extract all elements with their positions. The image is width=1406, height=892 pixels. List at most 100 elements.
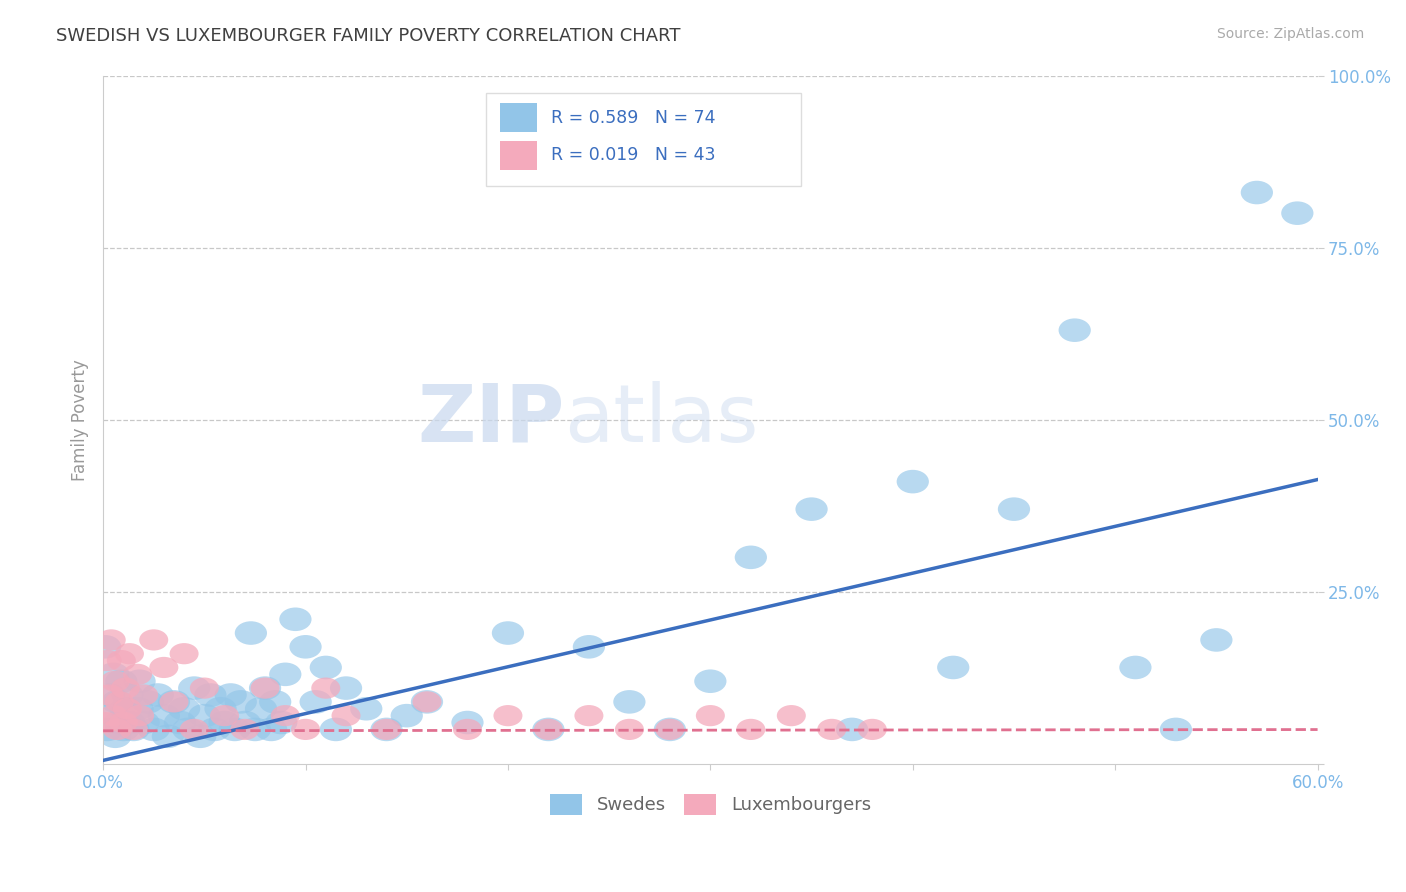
Ellipse shape [492, 621, 524, 645]
Ellipse shape [858, 719, 887, 740]
Ellipse shape [737, 719, 765, 740]
Ellipse shape [198, 718, 231, 741]
Ellipse shape [152, 724, 184, 748]
Ellipse shape [107, 718, 139, 741]
Ellipse shape [330, 676, 363, 700]
Ellipse shape [94, 684, 124, 706]
Ellipse shape [120, 719, 148, 740]
Ellipse shape [107, 650, 136, 671]
Ellipse shape [254, 718, 287, 741]
Ellipse shape [138, 718, 170, 741]
Ellipse shape [614, 719, 644, 740]
Ellipse shape [157, 690, 190, 714]
Ellipse shape [93, 650, 122, 671]
Ellipse shape [121, 697, 153, 721]
Ellipse shape [332, 705, 360, 726]
Ellipse shape [235, 621, 267, 645]
Ellipse shape [180, 719, 208, 740]
Ellipse shape [124, 669, 156, 693]
Ellipse shape [194, 683, 226, 706]
Ellipse shape [231, 719, 259, 740]
Ellipse shape [259, 690, 291, 714]
Ellipse shape [373, 719, 401, 740]
Ellipse shape [179, 676, 211, 700]
Ellipse shape [1240, 181, 1272, 204]
Ellipse shape [132, 690, 163, 714]
Ellipse shape [208, 711, 240, 734]
FancyBboxPatch shape [485, 93, 801, 186]
Ellipse shape [142, 683, 174, 706]
Ellipse shape [90, 712, 120, 733]
Ellipse shape [837, 718, 868, 741]
Text: ZIP: ZIP [418, 381, 565, 458]
Ellipse shape [111, 678, 141, 698]
FancyBboxPatch shape [501, 141, 537, 169]
Ellipse shape [100, 724, 131, 748]
Ellipse shape [117, 718, 149, 741]
Ellipse shape [225, 690, 257, 714]
Ellipse shape [125, 705, 155, 726]
Ellipse shape [149, 657, 179, 678]
Ellipse shape [453, 719, 482, 740]
Ellipse shape [1119, 656, 1152, 679]
Ellipse shape [93, 683, 125, 706]
Ellipse shape [110, 697, 142, 721]
Ellipse shape [696, 705, 725, 726]
Ellipse shape [817, 719, 846, 740]
Ellipse shape [188, 704, 221, 728]
Ellipse shape [250, 678, 280, 698]
Ellipse shape [1160, 718, 1192, 741]
Ellipse shape [290, 635, 322, 658]
Ellipse shape [695, 669, 727, 693]
Ellipse shape [97, 663, 129, 686]
Ellipse shape [124, 664, 152, 685]
Ellipse shape [796, 498, 828, 521]
Ellipse shape [391, 704, 423, 728]
Ellipse shape [654, 718, 686, 741]
Ellipse shape [159, 691, 188, 713]
Ellipse shape [105, 669, 138, 693]
Ellipse shape [319, 718, 352, 741]
Ellipse shape [1281, 202, 1313, 225]
Ellipse shape [229, 711, 262, 734]
Ellipse shape [280, 607, 312, 631]
Ellipse shape [938, 656, 969, 679]
Y-axis label: Family Poverty: Family Poverty [72, 359, 89, 481]
Ellipse shape [91, 718, 124, 741]
Ellipse shape [1059, 318, 1091, 342]
Ellipse shape [494, 705, 523, 726]
Ellipse shape [998, 498, 1031, 521]
Ellipse shape [172, 718, 204, 741]
Ellipse shape [271, 705, 299, 726]
Ellipse shape [269, 663, 301, 686]
Text: R = 0.589   N = 74: R = 0.589 N = 74 [551, 109, 716, 127]
Ellipse shape [111, 683, 143, 706]
Ellipse shape [215, 683, 247, 706]
Ellipse shape [170, 643, 198, 665]
Ellipse shape [96, 704, 128, 728]
Ellipse shape [101, 690, 134, 714]
Ellipse shape [291, 719, 321, 740]
Ellipse shape [735, 546, 766, 569]
Ellipse shape [184, 724, 217, 748]
Ellipse shape [148, 704, 180, 728]
Text: SWEDISH VS LUXEMBOURGER FAMILY POVERTY CORRELATION CHART: SWEDISH VS LUXEMBOURGER FAMILY POVERTY C… [56, 27, 681, 45]
Ellipse shape [572, 635, 605, 658]
Ellipse shape [97, 630, 125, 650]
Ellipse shape [411, 690, 443, 714]
Ellipse shape [311, 678, 340, 698]
Ellipse shape [533, 718, 565, 741]
Ellipse shape [204, 697, 236, 721]
Ellipse shape [309, 656, 342, 679]
Ellipse shape [108, 712, 138, 733]
Ellipse shape [776, 705, 806, 726]
Ellipse shape [103, 719, 132, 740]
Ellipse shape [613, 690, 645, 714]
Ellipse shape [412, 691, 441, 713]
Text: Source: ZipAtlas.com: Source: ZipAtlas.com [1216, 27, 1364, 41]
Ellipse shape [245, 697, 277, 721]
Ellipse shape [575, 705, 603, 726]
Ellipse shape [239, 718, 271, 741]
Ellipse shape [266, 711, 298, 734]
Ellipse shape [370, 718, 402, 741]
